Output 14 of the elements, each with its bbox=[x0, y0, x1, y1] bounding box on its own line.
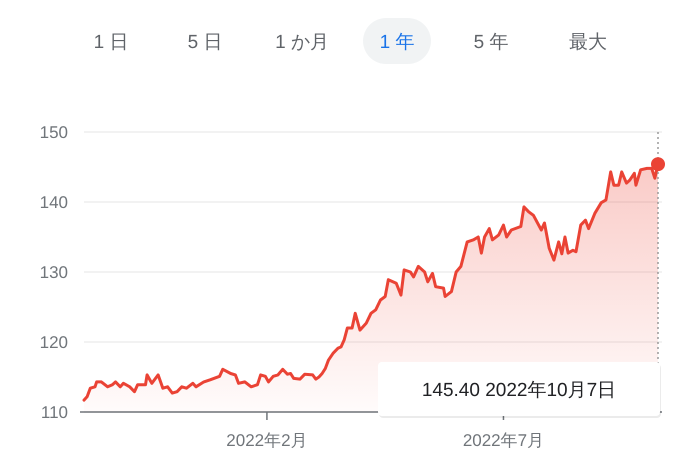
text: 1 か月 bbox=[275, 32, 329, 53]
x-tick-label: 2022年7月 bbox=[462, 431, 544, 450]
text: 1 日 bbox=[94, 32, 128, 53]
y-tick-label: 120 bbox=[40, 333, 68, 352]
y-tick-label: 150 bbox=[40, 123, 68, 142]
text: 最大 bbox=[569, 32, 607, 53]
text: 5 日 bbox=[188, 32, 222, 53]
y-tick-label: 140 bbox=[40, 193, 68, 212]
text: 1 年 bbox=[380, 32, 414, 53]
text: 5 年 bbox=[474, 32, 508, 53]
annotation: 145.40 2022年10月7日 bbox=[422, 380, 616, 401]
x-tick-label: 2022年2月 bbox=[226, 431, 308, 450]
y-tick-label: 130 bbox=[40, 263, 68, 282]
y-tick-label: 110 bbox=[40, 403, 68, 422]
